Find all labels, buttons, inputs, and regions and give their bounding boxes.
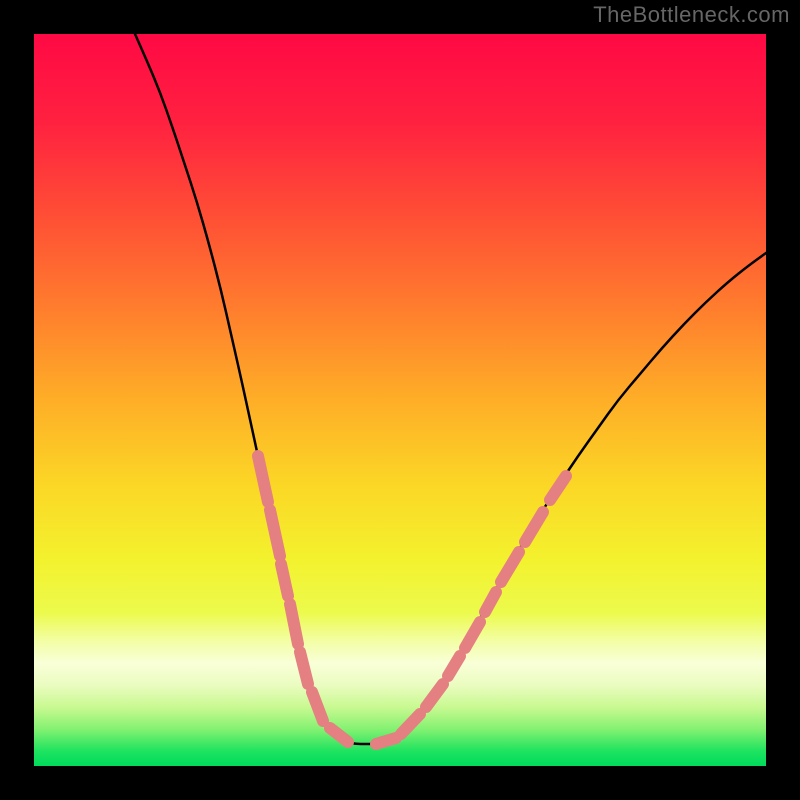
highlight-segment-left	[281, 564, 288, 596]
watermark-text: TheBottleneck.com	[593, 2, 790, 28]
chart-svg	[0, 0, 800, 800]
highlight-segment-left	[300, 652, 308, 684]
highlight-segment-right	[376, 738, 396, 744]
highlight-segment-left	[290, 604, 298, 644]
chart-container: TheBottleneck.com	[0, 0, 800, 800]
gradient-plot-area	[34, 34, 766, 766]
